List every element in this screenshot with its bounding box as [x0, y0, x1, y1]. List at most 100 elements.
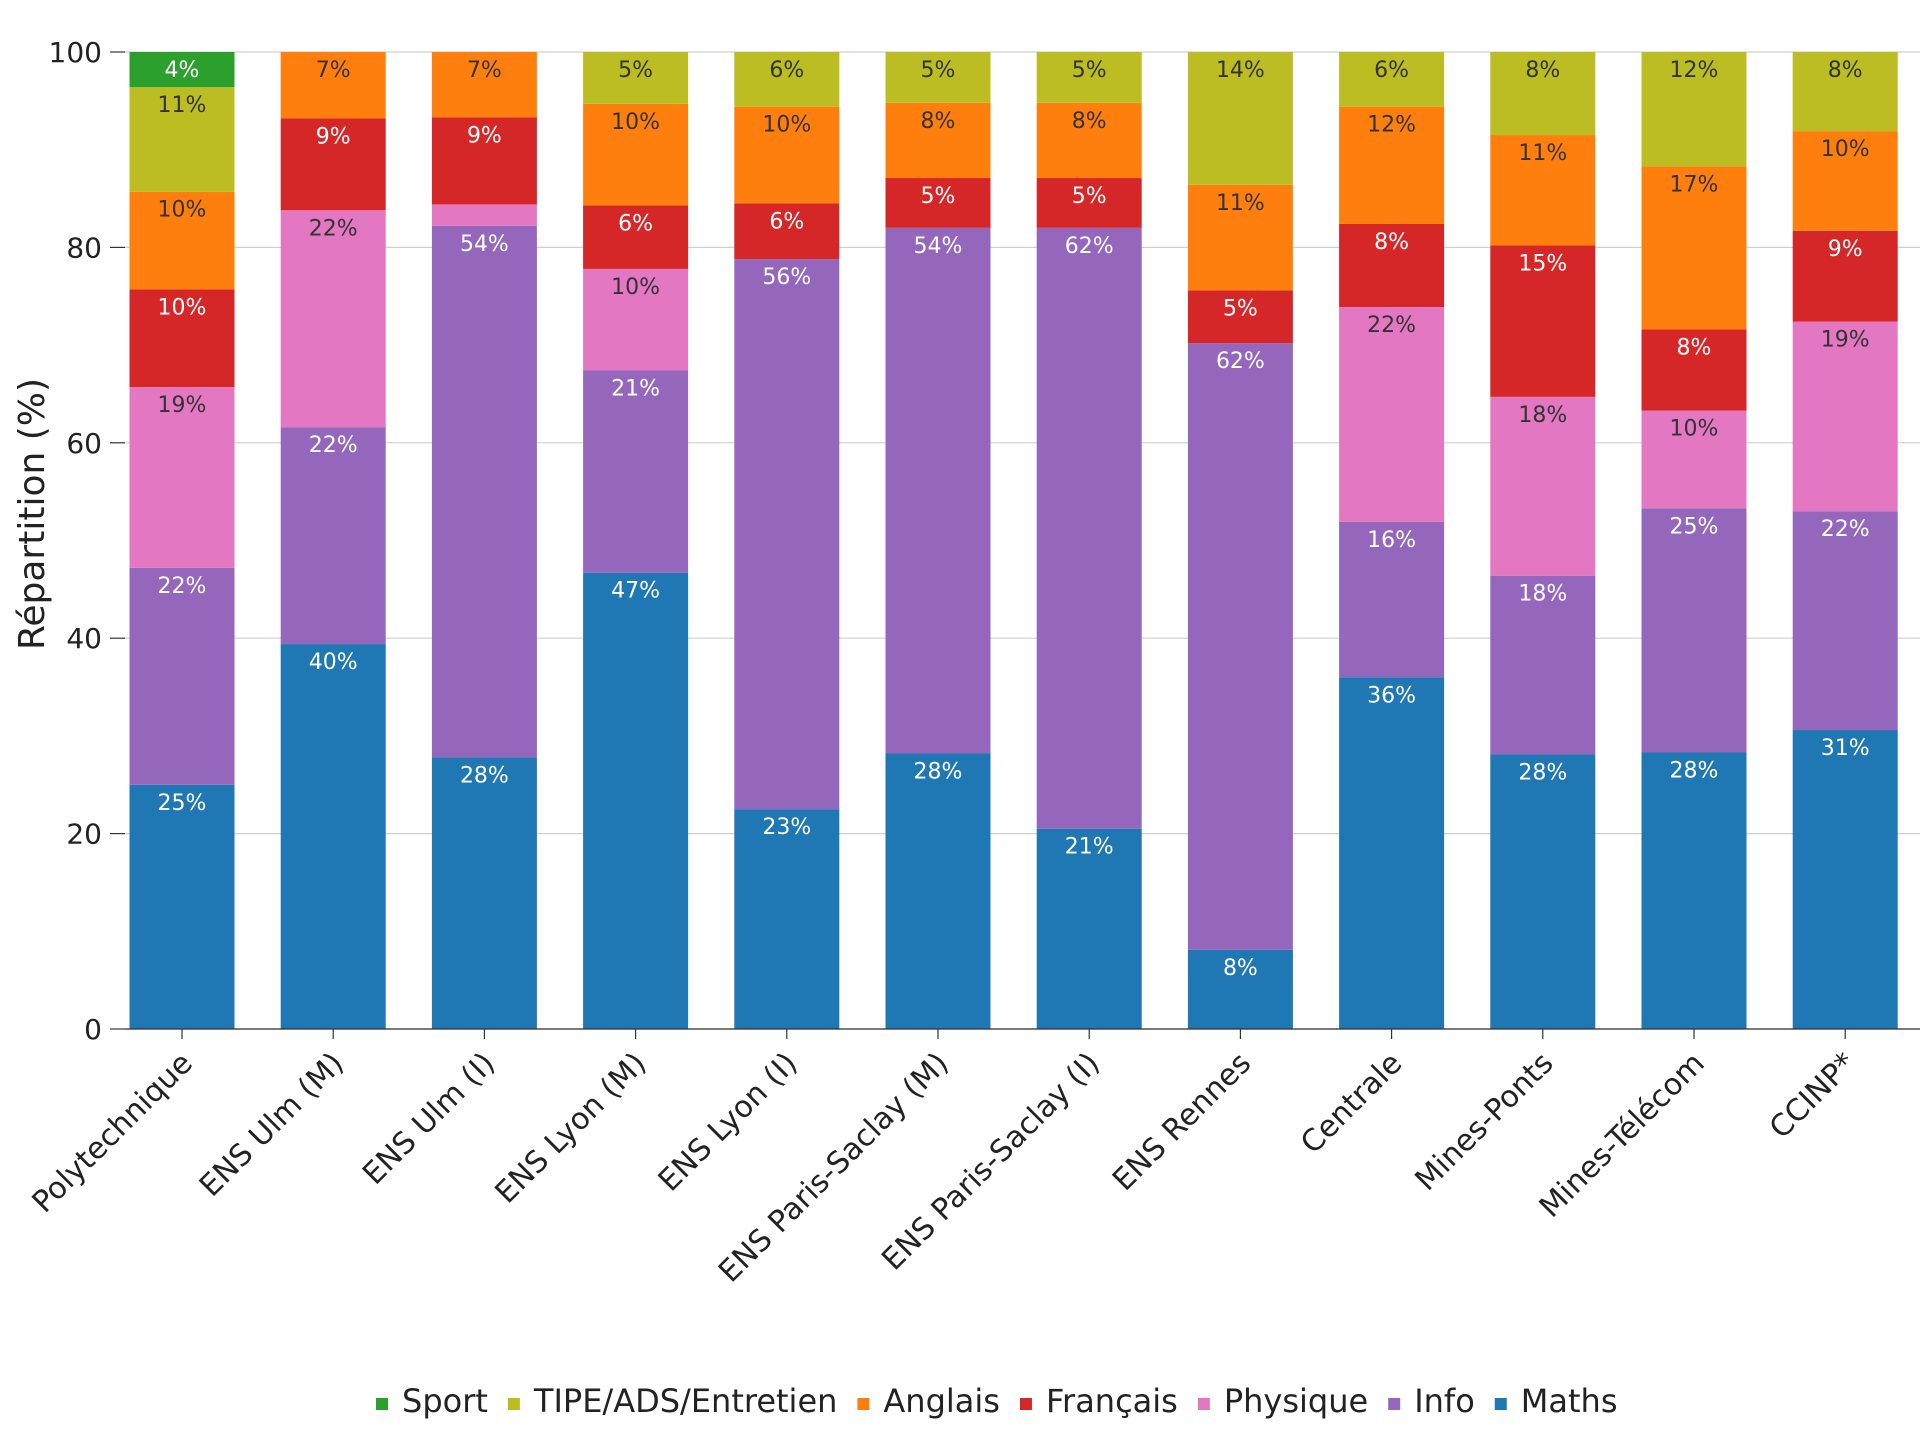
bar-segment	[1187, 52, 1293, 185]
data-label: 19%	[1821, 328, 1870, 353]
bar-segment	[431, 52, 537, 118]
data-label: 28%	[914, 759, 963, 784]
data-label: 4%	[165, 58, 200, 83]
data-label: 14%	[1216, 58, 1265, 83]
data-label: 22%	[309, 216, 358, 241]
bar-segment	[1792, 730, 1898, 1029]
bar-segment	[431, 225, 537, 758]
data-label: 8%	[1677, 335, 1712, 360]
legend-item: Physique	[1224, 1382, 1368, 1420]
data-label: 23%	[762, 815, 811, 840]
data-label: 5%	[1223, 296, 1258, 321]
legend: Sport TIPE/ADS/Entretien Anglais Français Ph…	[376, 1382, 1617, 1420]
data-label: 28%	[460, 763, 509, 788]
y-tick-label: 80	[66, 231, 102, 264]
bar-segment	[280, 118, 386, 211]
bar-segment	[1490, 135, 1596, 246]
legend-item: Anglais	[883, 1382, 1000, 1420]
bar-segment	[583, 52, 689, 104]
bar-segment	[1490, 575, 1596, 755]
data-label: 54%	[914, 234, 963, 259]
bar-segment	[431, 117, 537, 205]
data-labels: 25% 40% 28% 47% 23% 28% 21% 8% 36% 28% 28% 31% 22% 22…	[158, 58, 1870, 981]
bar-segment	[885, 753, 991, 1029]
data-label: 12%	[1670, 58, 1719, 83]
legend-swatch	[1494, 1398, 1507, 1410]
data-label: 54%	[460, 232, 509, 257]
data-label: 7%	[467, 58, 502, 83]
data-label: 6%	[769, 209, 804, 234]
data-label: 6%	[1374, 58, 1409, 83]
legend-item: Français	[1046, 1382, 1178, 1420]
bar-segment	[1339, 106, 1445, 224]
bar-segment	[129, 784, 235, 1029]
data-label: 31%	[1821, 736, 1870, 761]
data-label: 10%	[611, 110, 660, 135]
data-label: 19%	[158, 393, 207, 418]
bar-segment	[885, 52, 991, 103]
bar-segment	[1187, 949, 1293, 1029]
data-label: 62%	[1065, 234, 1114, 259]
data-label: 28%	[1518, 760, 1567, 785]
bar-segment	[1036, 828, 1142, 1029]
data-label: 9%	[467, 123, 502, 148]
legend-swatch	[857, 1398, 870, 1410]
legend-item: Maths	[1521, 1382, 1618, 1420]
bar-segment	[280, 644, 386, 1029]
data-label: 8%	[1828, 58, 1863, 83]
bar-segment	[129, 387, 235, 568]
x-tick-label: Mines-Ponts	[1408, 1046, 1560, 1198]
data-label: 62%	[1216, 349, 1265, 374]
data-label: 9%	[316, 124, 351, 149]
legend-swatch	[507, 1398, 520, 1410]
data-label: 21%	[1065, 835, 1114, 860]
bar-segment	[431, 204, 537, 226]
bar-segment	[1187, 184, 1293, 291]
data-label: 8%	[1072, 109, 1107, 134]
data-label: 6%	[618, 211, 653, 236]
data-label: 22%	[1367, 313, 1416, 338]
y-axis-title: Répartition (%)	[12, 378, 53, 650]
data-label: 40%	[309, 650, 358, 675]
data-label: 5%	[618, 58, 653, 83]
data-label: 5%	[1072, 184, 1107, 209]
legend-item: Info	[1414, 1382, 1475, 1420]
data-label: 8%	[1374, 230, 1409, 255]
y-tick-label: 100	[49, 36, 102, 69]
data-label: 12%	[1367, 113, 1416, 138]
x-tick-label: Centrale	[1294, 1046, 1409, 1161]
data-label: 8%	[1223, 956, 1258, 981]
y-tick-label: 0	[84, 1013, 102, 1046]
bar-segment	[431, 757, 537, 1029]
data-label: 16%	[1367, 528, 1416, 553]
legend-swatch	[1197, 1398, 1210, 1410]
data-label: 47%	[611, 579, 660, 604]
data-label: 8%	[921, 109, 956, 134]
bar-segment	[129, 289, 235, 388]
y-tick-label: 20	[66, 818, 102, 851]
bar-segment	[734, 106, 840, 204]
legend-swatch	[1388, 1398, 1401, 1410]
bar-segment	[1036, 52, 1142, 103]
bar-segment	[885, 227, 991, 754]
data-label: 5%	[921, 58, 956, 83]
data-label: 56%	[762, 265, 811, 290]
bar-segment	[1339, 521, 1445, 678]
bar-segment	[734, 809, 840, 1029]
bar-segment	[583, 572, 689, 1029]
bar-segment	[1036, 227, 1142, 829]
bar-segment	[885, 102, 991, 179]
legend-swatch	[1019, 1398, 1032, 1410]
bar-segment	[583, 268, 689, 371]
data-label: 8%	[1525, 58, 1560, 83]
bar-segment	[129, 191, 235, 290]
data-label: 6%	[769, 58, 804, 83]
y-tick-label: 60	[66, 427, 102, 460]
data-label: 10%	[762, 113, 811, 138]
bar-segment	[1641, 752, 1747, 1029]
bar-segment	[1339, 306, 1445, 522]
bar-segment	[1792, 52, 1898, 132]
bar-segment	[1187, 343, 1293, 950]
bar-segment	[129, 87, 235, 192]
data-label: 15%	[1518, 251, 1567, 276]
